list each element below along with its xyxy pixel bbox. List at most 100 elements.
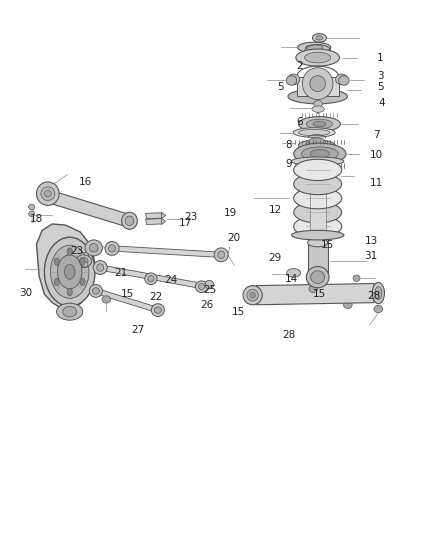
Ellipse shape (291, 157, 344, 165)
Ellipse shape (54, 258, 60, 265)
Ellipse shape (145, 273, 157, 285)
Ellipse shape (286, 76, 297, 85)
Ellipse shape (64, 264, 75, 279)
Text: 15: 15 (232, 306, 245, 317)
Ellipse shape (76, 255, 92, 268)
Text: 15: 15 (321, 240, 334, 250)
Ellipse shape (339, 76, 349, 85)
Text: 30: 30 (19, 288, 32, 298)
Text: 21: 21 (114, 269, 127, 278)
Bar (310, 163, 325, 233)
Ellipse shape (293, 159, 342, 181)
Text: 31: 31 (364, 251, 378, 261)
Ellipse shape (334, 285, 343, 293)
Polygon shape (256, 284, 374, 305)
Ellipse shape (122, 212, 138, 229)
Text: 5: 5 (277, 82, 283, 92)
Text: 22: 22 (149, 292, 162, 302)
Text: 5: 5 (377, 82, 384, 92)
Ellipse shape (291, 230, 344, 240)
Ellipse shape (97, 264, 104, 271)
Ellipse shape (36, 182, 59, 205)
Ellipse shape (80, 258, 85, 265)
Ellipse shape (307, 268, 328, 279)
Ellipse shape (218, 251, 225, 259)
Ellipse shape (375, 287, 382, 300)
Ellipse shape (336, 74, 348, 85)
Ellipse shape (79, 257, 88, 265)
Ellipse shape (44, 237, 95, 306)
Polygon shape (42, 189, 127, 226)
Text: 16: 16 (79, 177, 92, 187)
Ellipse shape (297, 42, 331, 53)
Ellipse shape (312, 106, 324, 112)
Ellipse shape (57, 303, 83, 320)
Ellipse shape (57, 255, 82, 289)
Ellipse shape (41, 187, 55, 200)
Text: 7: 7 (373, 130, 379, 140)
Ellipse shape (296, 49, 339, 66)
Ellipse shape (316, 36, 323, 40)
Ellipse shape (311, 271, 325, 284)
Ellipse shape (250, 293, 255, 298)
Ellipse shape (293, 143, 346, 165)
Text: 1: 1 (377, 53, 384, 62)
Polygon shape (95, 288, 159, 313)
Ellipse shape (109, 245, 116, 252)
Ellipse shape (288, 89, 347, 104)
Ellipse shape (50, 245, 89, 298)
Ellipse shape (28, 211, 35, 216)
Text: 3: 3 (377, 71, 384, 81)
Ellipse shape (214, 248, 228, 262)
Ellipse shape (195, 281, 208, 293)
Polygon shape (146, 213, 162, 219)
Text: 2: 2 (297, 61, 303, 71)
Ellipse shape (89, 285, 102, 297)
Text: 12: 12 (269, 205, 283, 215)
Ellipse shape (247, 289, 258, 301)
Ellipse shape (293, 128, 335, 138)
Ellipse shape (314, 101, 322, 107)
Text: 18: 18 (30, 214, 43, 224)
Ellipse shape (310, 150, 329, 158)
Ellipse shape (293, 216, 342, 237)
Ellipse shape (302, 68, 333, 100)
Ellipse shape (372, 282, 385, 304)
Ellipse shape (293, 201, 342, 223)
Ellipse shape (308, 138, 325, 147)
Text: 23: 23 (71, 246, 84, 255)
Text: 15: 15 (313, 289, 326, 299)
Text: 13: 13 (364, 236, 378, 246)
Text: 20: 20 (228, 233, 241, 244)
Text: 28: 28 (367, 290, 381, 301)
Text: 26: 26 (201, 300, 214, 310)
Text: 15: 15 (121, 289, 134, 299)
Text: 29: 29 (268, 253, 282, 263)
Text: 27: 27 (131, 325, 145, 335)
Polygon shape (161, 218, 166, 224)
Ellipse shape (92, 288, 99, 294)
Ellipse shape (63, 306, 77, 317)
Ellipse shape (353, 275, 360, 281)
Ellipse shape (105, 241, 119, 255)
Bar (313, 236, 322, 272)
Ellipse shape (310, 76, 325, 92)
Polygon shape (161, 212, 166, 219)
Text: 28: 28 (282, 330, 296, 340)
Ellipse shape (312, 34, 326, 42)
Ellipse shape (288, 74, 300, 85)
Polygon shape (100, 265, 206, 289)
Text: 19: 19 (224, 208, 237, 218)
Ellipse shape (309, 285, 318, 293)
Text: 10: 10 (370, 150, 383, 160)
Text: 9: 9 (286, 159, 292, 169)
Ellipse shape (93, 261, 107, 274)
Ellipse shape (343, 301, 352, 309)
Text: 24: 24 (164, 275, 177, 285)
Polygon shape (36, 224, 95, 310)
Ellipse shape (301, 147, 338, 161)
Ellipse shape (205, 280, 214, 289)
Ellipse shape (81, 262, 88, 267)
Ellipse shape (287, 269, 300, 277)
Ellipse shape (374, 305, 383, 313)
